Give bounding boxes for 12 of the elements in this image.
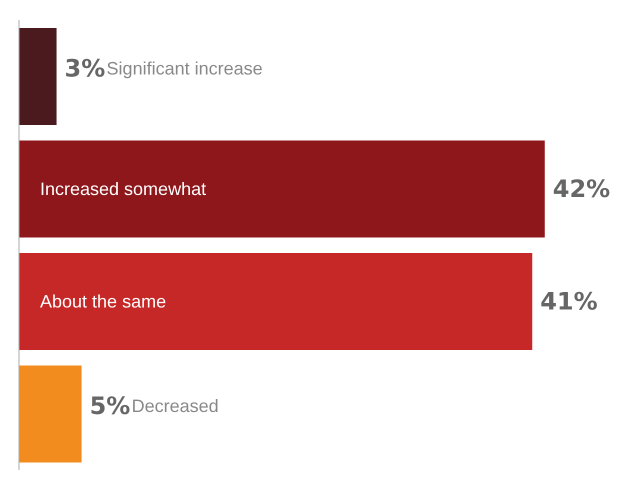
bar <box>19 140 545 238</box>
data-label: 3% <box>64 54 106 82</box>
bar <box>19 28 57 125</box>
data-label: 42% <box>552 175 610 203</box>
y-tick-label: Increased somewhat <box>40 179 206 199</box>
y-tick-label: About the same <box>40 292 166 312</box>
y-tick-label: Decreased <box>132 396 219 416</box>
data-label: 41% <box>540 288 598 316</box>
data-label: 5% <box>90 392 130 420</box>
y-tick-label: Significant increase <box>106 58 263 78</box>
bar <box>19 366 82 462</box>
bar <box>19 253 532 350</box>
